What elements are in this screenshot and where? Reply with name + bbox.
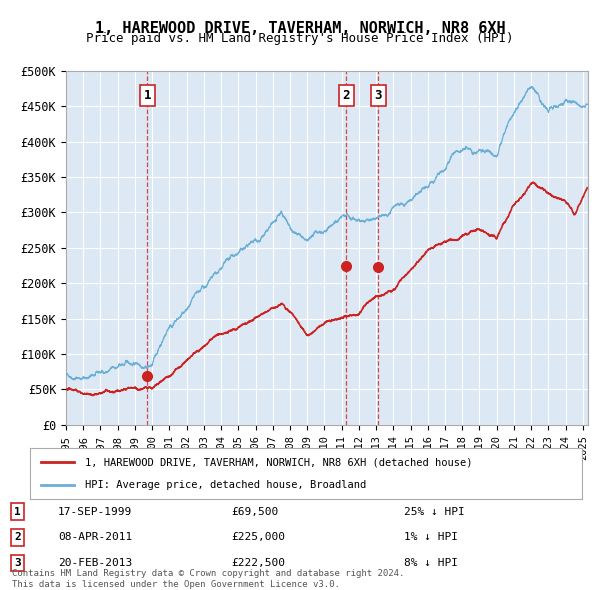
Text: 1% ↓ HPI: 1% ↓ HPI	[404, 532, 458, 542]
Text: 2: 2	[14, 532, 21, 542]
Text: 1: 1	[14, 507, 21, 517]
Text: 08-APR-2011: 08-APR-2011	[58, 532, 133, 542]
Text: £69,500: £69,500	[231, 507, 278, 517]
Text: HPI: Average price, detached house, Broadland: HPI: Average price, detached house, Broa…	[85, 480, 367, 490]
Text: 17-SEP-1999: 17-SEP-1999	[58, 507, 133, 517]
Text: 1, HAREWOOD DRIVE, TAVERHAM, NORWICH, NR8 6XH: 1, HAREWOOD DRIVE, TAVERHAM, NORWICH, NR…	[95, 21, 505, 35]
Text: 1: 1	[143, 89, 151, 102]
Text: £222,500: £222,500	[231, 558, 285, 568]
Text: Contains HM Land Registry data © Crown copyright and database right 2024.
This d: Contains HM Land Registry data © Crown c…	[12, 569, 404, 589]
Text: 20-FEB-2013: 20-FEB-2013	[58, 558, 133, 568]
Text: Price paid vs. HM Land Registry's House Price Index (HPI): Price paid vs. HM Land Registry's House …	[86, 32, 514, 45]
Text: 3: 3	[374, 89, 382, 102]
Text: 25% ↓ HPI: 25% ↓ HPI	[404, 507, 464, 517]
Text: 8% ↓ HPI: 8% ↓ HPI	[404, 558, 458, 568]
Text: 3: 3	[14, 558, 21, 568]
Text: 2: 2	[343, 89, 350, 102]
Text: 1, HAREWOOD DRIVE, TAVERHAM, NORWICH, NR8 6XH (detached house): 1, HAREWOOD DRIVE, TAVERHAM, NORWICH, NR…	[85, 457, 473, 467]
Text: £225,000: £225,000	[231, 532, 285, 542]
